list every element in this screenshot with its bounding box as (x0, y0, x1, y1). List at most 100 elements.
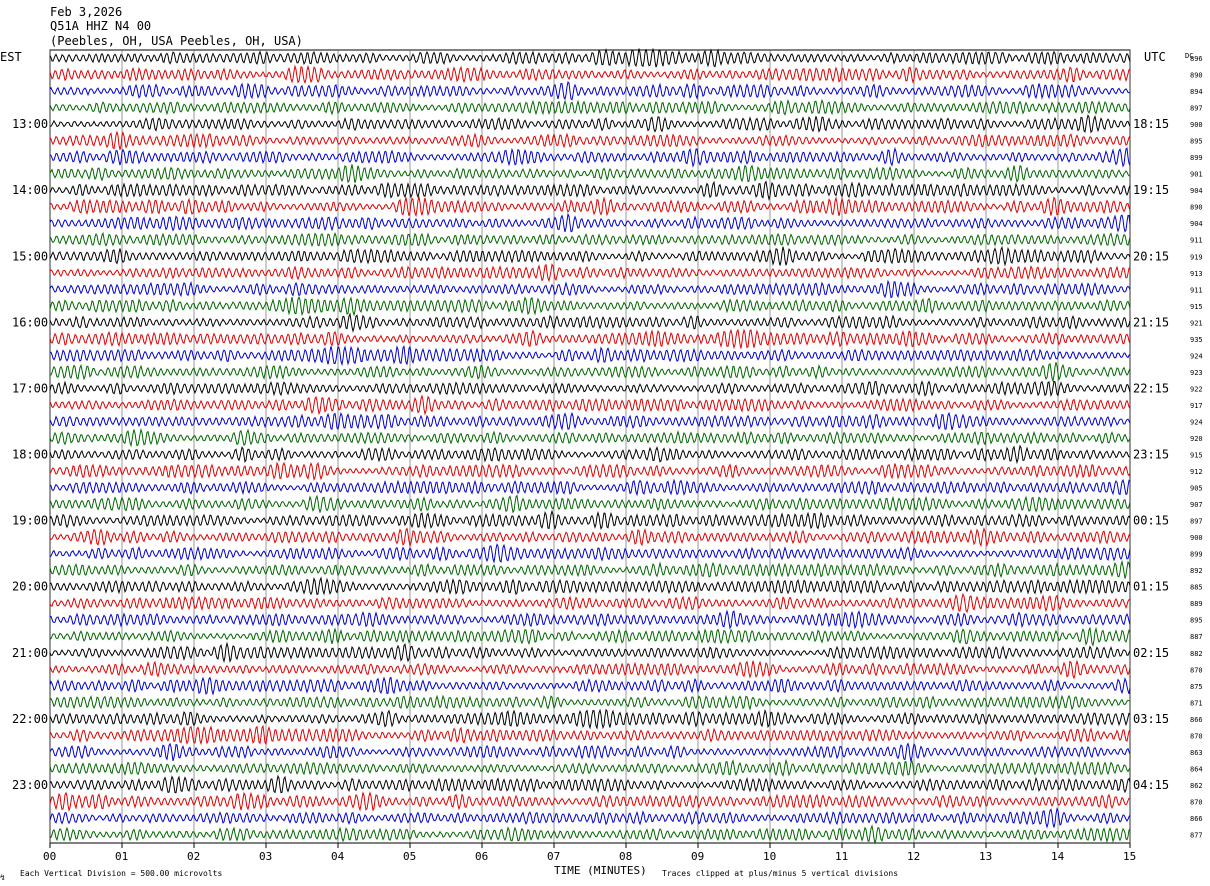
trace-row-6 (49, 146, 1131, 168)
dc-value-row-47: 877 (1190, 832, 1203, 840)
trace-row-14 (49, 279, 1131, 299)
dc-value-row-3: 897 (1190, 105, 1203, 113)
x-tick-label-05: 05 (403, 850, 416, 863)
x-tick-label-06: 06 (475, 850, 488, 863)
left-hour-label-1400: 14:00 (12, 183, 48, 197)
trace-row-5 (49, 130, 1131, 150)
trace-row-8 (49, 180, 1131, 201)
right-hour-label-0215: 02:15 (1133, 646, 1169, 660)
x-tick-label-04: 04 (331, 850, 345, 863)
dc-value-row-36: 882 (1190, 650, 1203, 658)
dc-value-row-37: 870 (1190, 666, 1203, 674)
dc-value-row-14: 911 (1190, 286, 1203, 294)
dc-value-row-10: 904 (1190, 220, 1203, 228)
trace-row-1 (49, 64, 1130, 85)
dc-value-row-18: 924 (1190, 352, 1203, 360)
left-hour-label-2300: 23:00 (12, 778, 48, 792)
trace-row-36 (49, 641, 1131, 664)
clip-note: Traces clipped at plus/minus 5 vertical … (662, 869, 898, 878)
right-hour-label-2315: 23:15 (1133, 448, 1169, 462)
trace-row-21 (49, 394, 1131, 416)
x-tick-label-07: 07 (547, 850, 560, 863)
x-tick-label-12: 12 (907, 850, 920, 863)
header-station: Q51A HHZ N4 00 (50, 19, 151, 33)
minute-gridlines (49, 50, 1131, 848)
trace-row-7 (49, 164, 1131, 184)
dc-value-row-43: 864 (1190, 765, 1203, 773)
right-hour-label-0315: 03:15 (1133, 712, 1169, 726)
trace-row-33 (49, 592, 1131, 614)
dc-value-row-44: 862 (1190, 782, 1203, 790)
left-hour-labels: 13:00 14:00 15:00 16:00 17:00 18:00 19:00 20:00… (12, 117, 48, 792)
dc-value-row-38: 875 (1190, 683, 1203, 691)
right-hour-label-2015: 20:15 (1133, 249, 1169, 263)
seismic-traces (49, 47, 1131, 845)
x-tick-label-09: 09 (691, 850, 704, 863)
dc-value-labels: 896 890 894 897 900 895 899 901 904 890 904 911 919 9… (1190, 55, 1203, 840)
dc-value-row-41: 870 (1190, 732, 1203, 740)
right-hour-label-0415: 04:15 (1133, 778, 1169, 792)
trace-row-10 (49, 212, 1131, 233)
right-timezone-label: UTC (1144, 50, 1166, 64)
trace-row-3 (49, 98, 1131, 116)
x-tick-labels: 00 01 02 03 04 05 06 07 08 09 10 11 12 13 14 15 (43, 850, 1136, 863)
trace-row-38 (49, 676, 1131, 696)
dc-value-row-0: 896 (1190, 55, 1203, 63)
header-location: (Peebles, OH, USA Peebles, OH, USA) (50, 34, 303, 48)
dc-value-row-35: 887 (1190, 633, 1203, 641)
trace-row-47 (49, 824, 1131, 845)
dc-value-row-19: 923 (1190, 369, 1203, 377)
trace-row-34 (49, 609, 1131, 630)
trace-row-28 (49, 509, 1131, 531)
dc-value-row-28: 897 (1190, 518, 1203, 526)
dc-value-row-12: 919 (1190, 253, 1203, 261)
right-hour-label-0015: 00:15 (1133, 514, 1169, 528)
trace-row-17 (49, 328, 1131, 350)
dc-heading: DC (1185, 52, 1193, 60)
dc-value-row-24: 915 (1190, 452, 1203, 460)
dc-value-row-15: 915 (1190, 303, 1203, 311)
trace-row-19 (49, 362, 1131, 383)
dc-value-row-7: 901 (1190, 171, 1203, 179)
left-hour-label-2200: 22:00 (12, 712, 48, 726)
header-date: Feb 3,2026 (50, 5, 122, 19)
left-timezone-label: EST (0, 50, 22, 64)
x-tick-label-03: 03 (259, 850, 272, 863)
trace-row-44 (49, 774, 1131, 794)
x-tick-label-13: 13 (979, 850, 992, 863)
x-axis-label: TIME (MINUTES) (554, 864, 647, 877)
left-hour-label-2000: 20:00 (12, 580, 48, 594)
x-tick-label-01: 01 (115, 850, 128, 863)
dc-value-row-2: 894 (1190, 88, 1203, 96)
trace-row-20 (49, 380, 1131, 398)
dc-value-row-45: 870 (1190, 798, 1203, 806)
dc-value-row-40: 866 (1190, 716, 1203, 724)
trace-row-39 (49, 694, 1131, 711)
trace-row-25 (49, 461, 1131, 482)
dc-value-row-32: 885 (1190, 584, 1203, 592)
dc-value-row-1: 890 (1190, 72, 1203, 80)
trace-row-12 (49, 245, 1131, 267)
dc-value-row-29: 900 (1190, 534, 1203, 542)
dc-value-row-21: 917 (1190, 402, 1203, 410)
x-tick-label-08: 08 (619, 850, 632, 863)
trace-row-15 (49, 295, 1131, 317)
trace-row-16 (49, 312, 1131, 333)
x-tick-label-10: 10 (763, 850, 776, 863)
right-hour-label-2215: 22:15 (1133, 381, 1169, 395)
dc-value-row-11: 911 (1190, 237, 1203, 245)
dc-value-row-23: 920 (1190, 435, 1203, 443)
x-tick-label-02: 02 (187, 850, 200, 863)
trace-row-30 (49, 543, 1131, 564)
left-hour-label-2100: 21:00 (12, 646, 48, 660)
dc-value-row-46: 866 (1190, 815, 1203, 823)
dc-value-row-4: 900 (1190, 121, 1203, 129)
trace-row-26 (49, 478, 1131, 497)
right-hour-label-0115: 01:15 (1133, 580, 1169, 594)
trace-row-9 (49, 195, 1131, 218)
trace-row-23 (49, 427, 1131, 448)
trace-row-37 (49, 659, 1131, 680)
dc-value-row-27: 907 (1190, 501, 1203, 509)
trace-row-2 (49, 81, 1131, 101)
dc-value-row-31: 892 (1190, 567, 1203, 575)
